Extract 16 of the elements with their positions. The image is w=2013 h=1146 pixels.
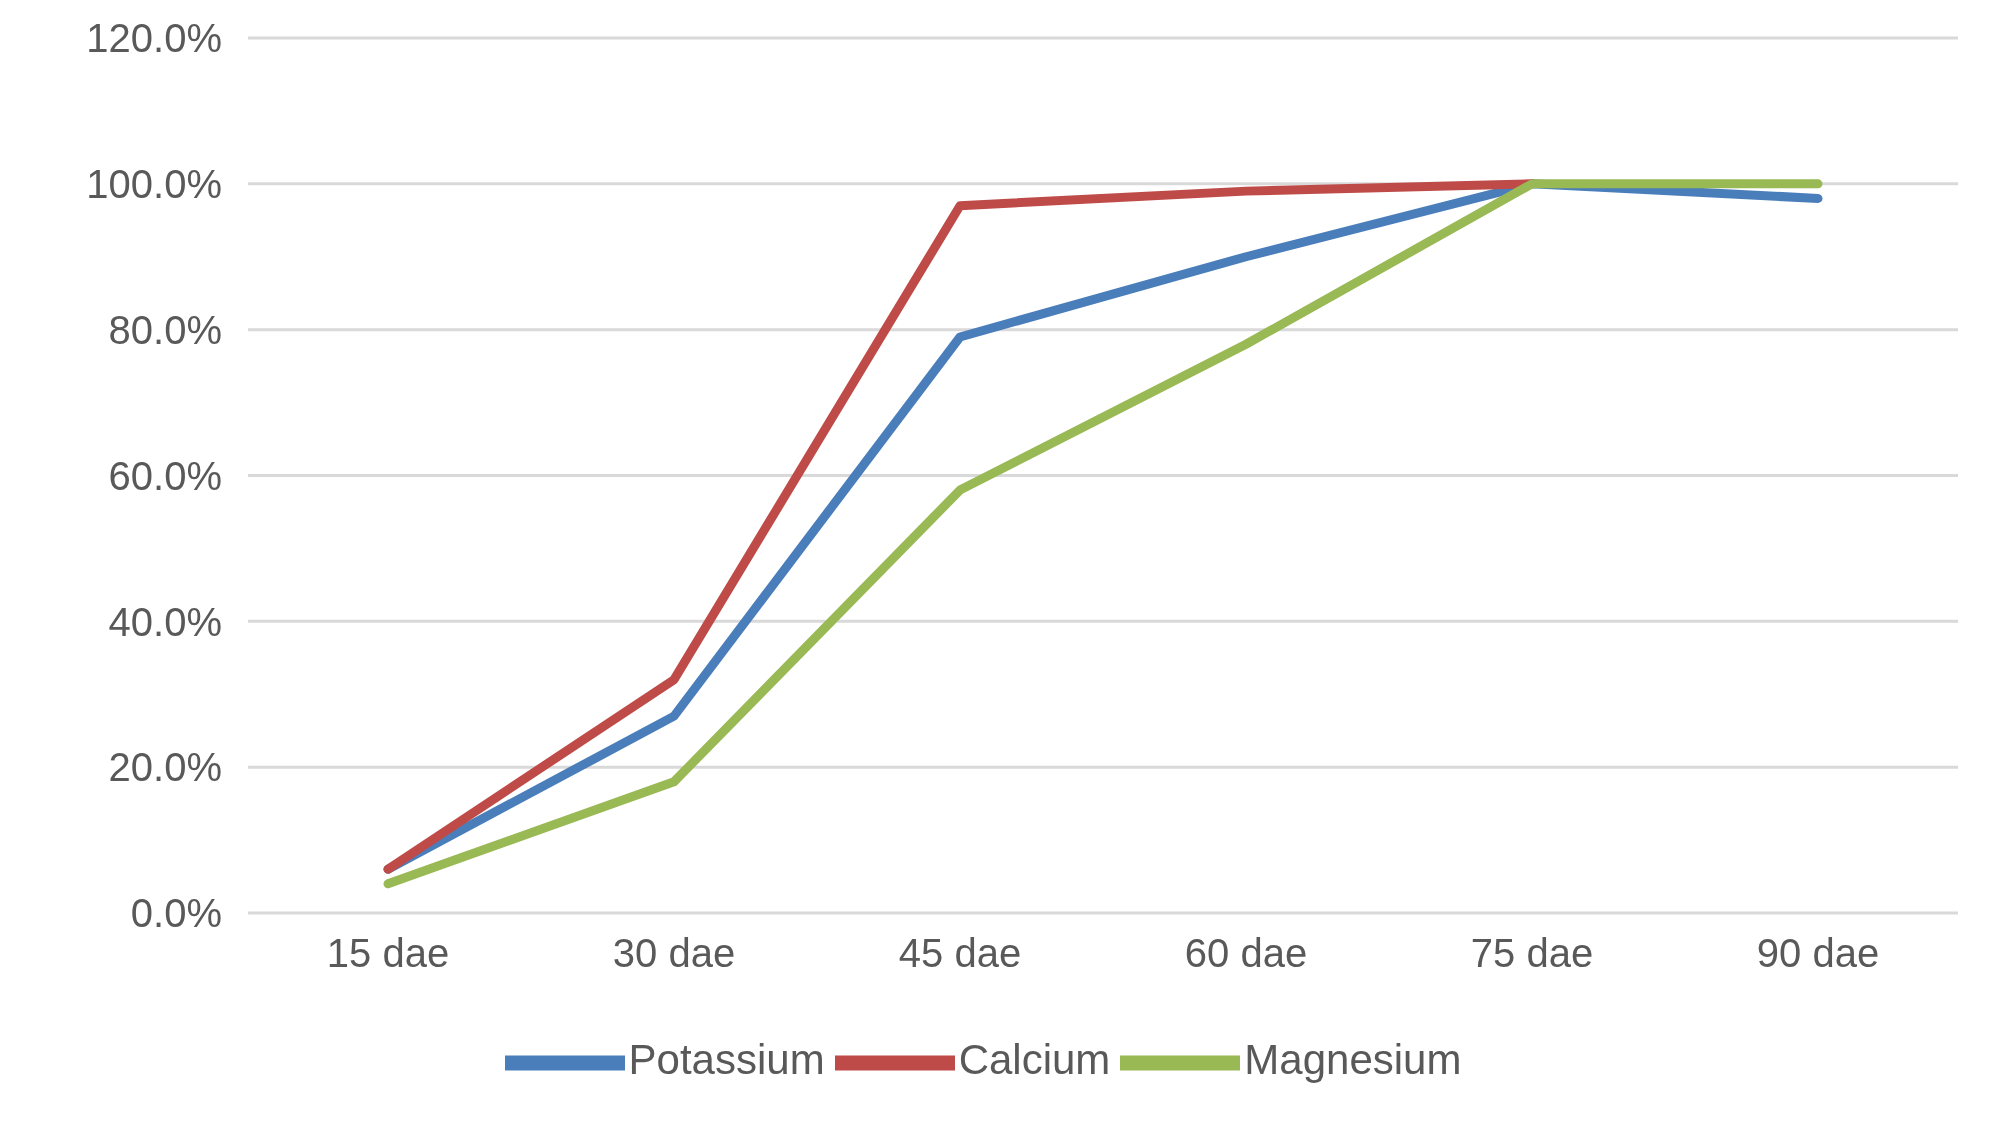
- y-tick-label: 0.0%: [130, 891, 222, 936]
- x-tick-label: 90 dae: [1756, 931, 1880, 976]
- x-tick-label: 30 dae: [612, 931, 736, 976]
- y-tick-label: 40.0%: [108, 599, 222, 644]
- x-tick-label: 60 dae: [1184, 931, 1308, 976]
- legend-label: Magnesium: [1244, 1036, 1462, 1084]
- legend-label: Calcium: [958, 1036, 1111, 1084]
- x-tick-label: 45 dae: [898, 931, 1022, 976]
- y-tick-label: 120.0%: [86, 16, 222, 61]
- y-tick-label: 80.0%: [108, 307, 222, 352]
- y-tick-label: 60.0%: [108, 453, 222, 498]
- y-tick-label: 20.0%: [108, 745, 222, 790]
- legend-label: Potassium: [628, 1036, 825, 1084]
- x-tick-label: 15 dae: [326, 931, 450, 976]
- x-tick-label: 75 dae: [1470, 931, 1594, 976]
- y-tick-label: 100.0%: [86, 162, 222, 207]
